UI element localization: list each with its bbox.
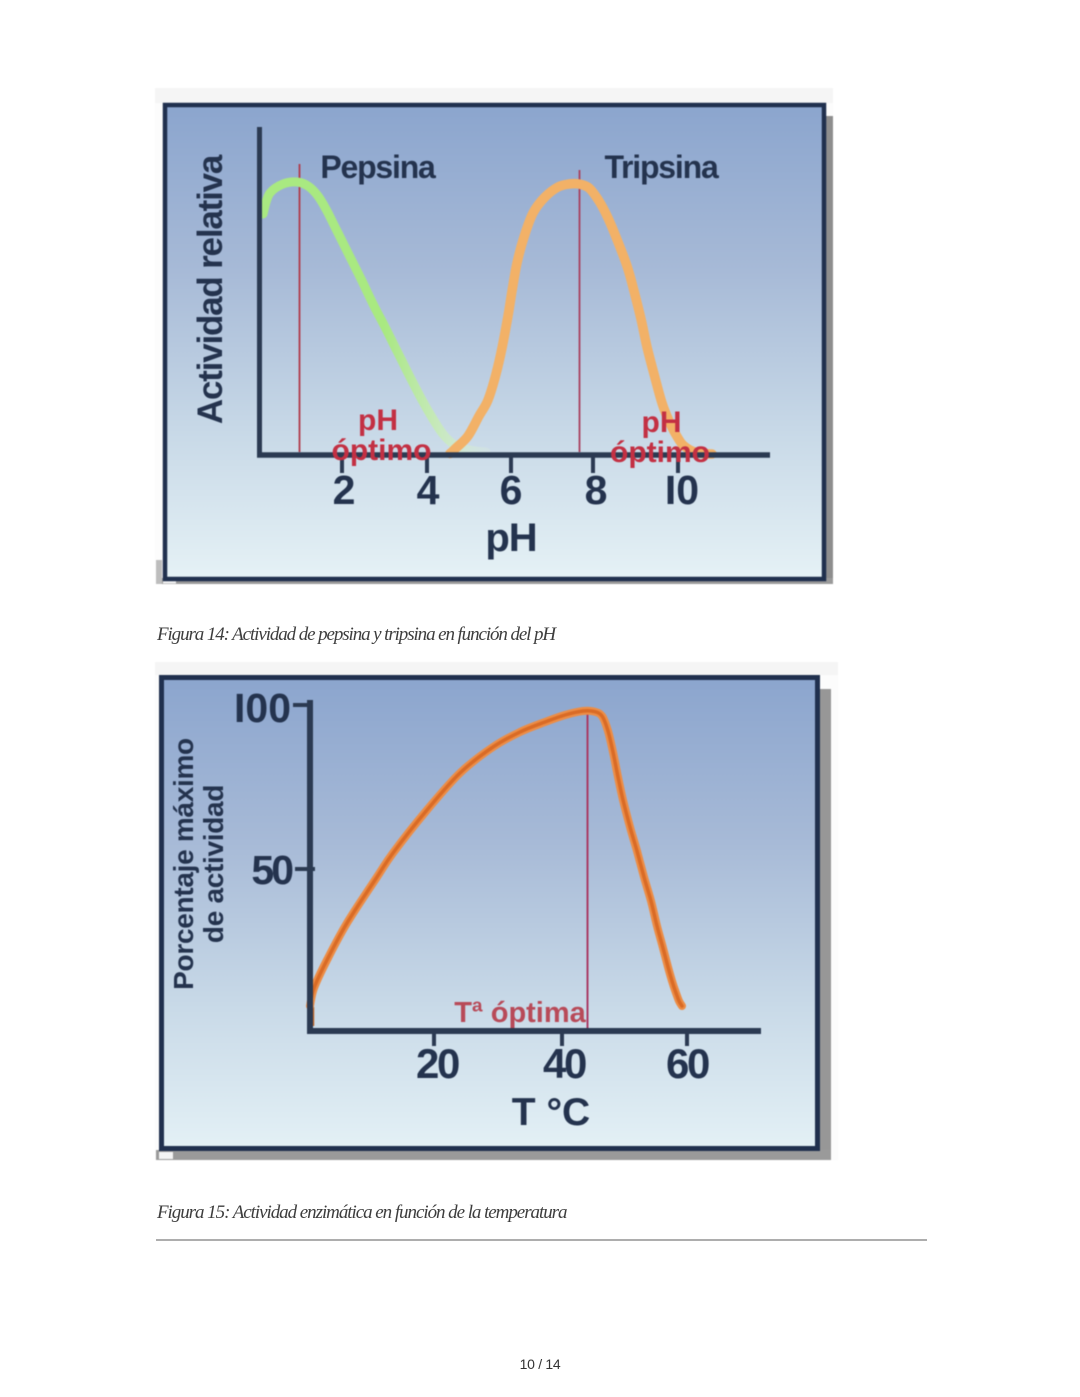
svg-text:pH: pH xyxy=(358,404,398,437)
svg-text:2: 2 xyxy=(333,467,356,513)
svg-text:I00: I00 xyxy=(234,685,291,731)
svg-text:Tripsina: Tripsina xyxy=(604,149,719,185)
svg-text:pH: pH xyxy=(642,406,682,439)
svg-text:20: 20 xyxy=(416,1040,459,1087)
svg-text:Actividad relativa: Actividad relativa xyxy=(191,154,230,424)
svg-text:60: 60 xyxy=(666,1040,709,1087)
svg-text:de actividad: de actividad xyxy=(198,785,229,943)
svg-text:I0: I0 xyxy=(665,467,699,513)
svg-text:óptimo: óptimo xyxy=(610,436,710,469)
svg-text:óptimo: óptimo xyxy=(332,434,432,467)
svg-text:T °C: T °C xyxy=(512,1091,590,1134)
svg-text:50: 50 xyxy=(251,847,293,893)
svg-text:pH: pH xyxy=(485,516,536,560)
svg-text:4: 4 xyxy=(417,467,440,513)
svg-text:Porcentaje máximo: Porcentaje máximo xyxy=(168,738,199,990)
svg-text:Tª óptima: Tª óptima xyxy=(454,997,586,1029)
svg-text:8: 8 xyxy=(585,467,608,513)
svg-text:Pepsina: Pepsina xyxy=(320,149,436,185)
svg-text:6: 6 xyxy=(500,467,523,513)
svg-text:40: 40 xyxy=(543,1040,586,1087)
